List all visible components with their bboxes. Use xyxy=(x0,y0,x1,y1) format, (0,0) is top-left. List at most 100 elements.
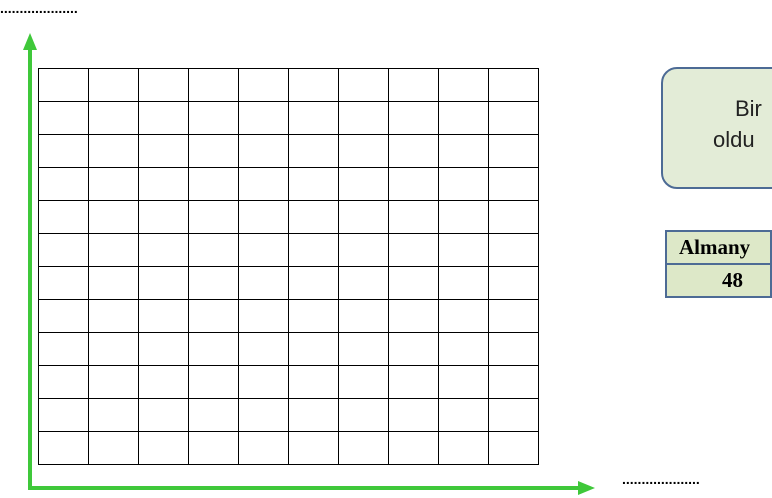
grid-cell xyxy=(488,431,539,465)
grid-cell xyxy=(438,398,489,432)
grid-cell xyxy=(238,167,289,201)
grid-cell xyxy=(38,266,89,300)
grid-cell xyxy=(288,167,339,201)
grid-cell xyxy=(288,233,339,267)
grid-cell xyxy=(188,332,239,366)
grid-cell xyxy=(88,101,139,135)
grid-cell xyxy=(488,266,539,300)
grid-cell xyxy=(288,398,339,432)
grid-cell xyxy=(188,431,239,465)
grid-cell xyxy=(288,266,339,300)
grid-cell xyxy=(288,101,339,135)
grid-cell xyxy=(338,101,389,135)
grid-cell xyxy=(338,134,389,168)
grid-cell xyxy=(238,398,289,432)
grid-cell xyxy=(488,200,539,234)
grid-cell xyxy=(338,200,389,234)
graph-grid xyxy=(38,68,539,465)
data-table: Almany 48 xyxy=(665,230,772,298)
grid-cell xyxy=(138,101,189,135)
instruction-callout: Bir oldu xyxy=(661,67,772,189)
grid-row xyxy=(38,233,539,267)
grid-cell xyxy=(388,398,439,432)
grid-cell xyxy=(138,167,189,201)
grid-cell xyxy=(488,233,539,267)
grid-cell xyxy=(338,68,389,102)
grid-cell xyxy=(488,299,539,333)
grid-cell xyxy=(188,398,239,432)
grid-cell xyxy=(138,233,189,267)
grid-cell xyxy=(438,101,489,135)
grid-cell xyxy=(488,167,539,201)
grid-cell xyxy=(388,365,439,399)
grid-cell xyxy=(388,431,439,465)
grid-cell xyxy=(338,266,389,300)
grid-cell xyxy=(188,167,239,201)
y-axis-arrow-icon xyxy=(23,33,37,50)
grid-cell xyxy=(38,233,89,267)
grid-cell xyxy=(138,200,189,234)
grid-cell xyxy=(38,332,89,366)
grid-cell xyxy=(438,167,489,201)
grid-cell xyxy=(238,134,289,168)
grid-cell xyxy=(38,101,89,135)
grid-cell xyxy=(388,68,439,102)
grid-row xyxy=(38,332,539,366)
grid-cell xyxy=(138,431,189,465)
grid-cell xyxy=(38,68,89,102)
grid-cell xyxy=(188,365,239,399)
grid-cell xyxy=(388,134,439,168)
grid-cell xyxy=(38,365,89,399)
grid-cell xyxy=(188,200,239,234)
grid-cell xyxy=(88,68,139,102)
grid-cell xyxy=(388,332,439,366)
grid-cell xyxy=(438,299,489,333)
table-value-cell: 48 xyxy=(665,263,772,298)
grid-row xyxy=(38,134,539,168)
grid-cell xyxy=(88,332,139,366)
x-axis-arrow-icon xyxy=(578,481,595,495)
grid-cell xyxy=(388,299,439,333)
grid-cell xyxy=(188,266,239,300)
grid-row xyxy=(38,200,539,234)
grid-cell xyxy=(488,68,539,102)
grid-cell xyxy=(88,167,139,201)
grid-cell xyxy=(188,68,239,102)
grid-row xyxy=(38,431,539,465)
grid-cell xyxy=(88,233,139,267)
grid-cell xyxy=(388,200,439,234)
grid-cell xyxy=(288,365,339,399)
grid-cell xyxy=(38,299,89,333)
grid-cell xyxy=(88,266,139,300)
grid-cell xyxy=(438,266,489,300)
grid-cell xyxy=(238,431,289,465)
grid-cell xyxy=(388,101,439,135)
grid-cell xyxy=(138,332,189,366)
grid-cell xyxy=(338,299,389,333)
grid-cell xyxy=(288,431,339,465)
grid-cell xyxy=(288,68,339,102)
answer-blank-x-axis: .................... xyxy=(622,471,700,487)
grid-cell xyxy=(338,167,389,201)
grid-cell xyxy=(288,200,339,234)
grid-cell xyxy=(188,233,239,267)
grid-cell xyxy=(38,167,89,201)
grid-cell xyxy=(338,431,389,465)
grid-cell xyxy=(88,365,139,399)
grid-row xyxy=(38,167,539,201)
grid-cell xyxy=(338,233,389,267)
grid-row xyxy=(38,398,539,432)
grid-cell xyxy=(188,101,239,135)
grid-cell xyxy=(138,299,189,333)
grid-cell xyxy=(238,365,289,399)
grid-cell xyxy=(138,266,189,300)
grid-row xyxy=(38,365,539,399)
grid-row xyxy=(38,299,539,333)
grid-cell xyxy=(388,167,439,201)
grid-cell xyxy=(438,365,489,399)
grid-cell xyxy=(138,365,189,399)
grid-cell xyxy=(438,68,489,102)
table-header-cell: Almany xyxy=(665,230,772,265)
